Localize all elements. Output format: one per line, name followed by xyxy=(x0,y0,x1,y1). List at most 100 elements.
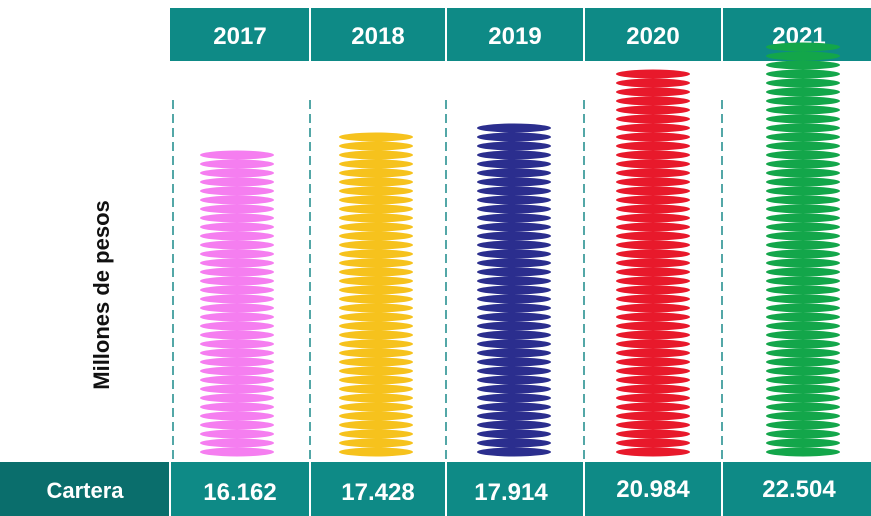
coin xyxy=(339,177,413,187)
coin xyxy=(766,258,840,268)
coin xyxy=(616,69,690,79)
coin xyxy=(477,330,551,340)
coin xyxy=(616,105,690,115)
coin xyxy=(766,87,840,97)
coin xyxy=(200,303,274,313)
coin xyxy=(766,267,840,277)
coin xyxy=(766,384,840,394)
coin xyxy=(616,339,690,349)
coin xyxy=(477,303,551,313)
coin xyxy=(200,285,274,295)
coin xyxy=(766,105,840,115)
coin xyxy=(339,141,413,151)
coin xyxy=(477,402,551,412)
coin xyxy=(616,150,690,160)
coin xyxy=(477,384,551,394)
coin xyxy=(616,141,690,151)
value-label-2020: 20.984 xyxy=(616,476,690,503)
coin xyxy=(477,168,551,178)
coin xyxy=(200,186,274,196)
coin xyxy=(616,402,690,412)
coin-stack-2020 xyxy=(616,69,690,457)
coin xyxy=(616,285,690,295)
coin xyxy=(200,393,274,403)
coin-stack-2018 xyxy=(339,132,413,457)
coin xyxy=(339,339,413,349)
coin xyxy=(200,330,274,340)
coin xyxy=(477,213,551,223)
coin xyxy=(766,204,840,214)
coin xyxy=(766,114,840,124)
coin xyxy=(766,51,840,61)
coin xyxy=(616,411,690,421)
coin xyxy=(339,222,413,232)
year-label-2020: 2020 xyxy=(626,23,679,50)
coin xyxy=(477,177,551,187)
year-header-bg xyxy=(170,8,871,61)
coin xyxy=(477,393,551,403)
year-header-separators xyxy=(309,8,723,61)
coin xyxy=(616,231,690,241)
coin xyxy=(477,438,551,448)
year-label-2019: 2019 xyxy=(488,23,541,50)
coin xyxy=(200,276,274,286)
coin xyxy=(477,132,551,142)
y-axis-label: Millones de pesos xyxy=(89,200,114,390)
coin xyxy=(616,114,690,124)
coin xyxy=(200,357,274,367)
coin xyxy=(200,231,274,241)
coin xyxy=(339,285,413,295)
coin xyxy=(339,276,413,286)
coin xyxy=(766,60,840,70)
coin xyxy=(616,438,690,448)
coin xyxy=(339,168,413,178)
coin xyxy=(200,348,274,358)
year-label-2017: 2017 xyxy=(213,23,266,50)
coin xyxy=(200,366,274,376)
coin xyxy=(766,330,840,340)
coin xyxy=(766,402,840,412)
coin xyxy=(477,339,551,349)
coin-stack-2021 xyxy=(766,42,840,457)
coin xyxy=(477,258,551,268)
coin xyxy=(766,231,840,241)
coin xyxy=(339,186,413,196)
coin xyxy=(200,267,274,277)
coin xyxy=(616,393,690,403)
coin xyxy=(200,195,274,205)
coin xyxy=(766,357,840,367)
coin xyxy=(339,330,413,340)
coin xyxy=(477,348,551,358)
coin xyxy=(766,420,840,430)
coin xyxy=(200,447,274,457)
coin xyxy=(200,249,274,259)
coin xyxy=(766,42,840,52)
coin xyxy=(200,321,274,331)
coin xyxy=(616,330,690,340)
coin xyxy=(200,411,274,421)
value-label-2021: 22.504 xyxy=(762,476,836,503)
coin xyxy=(339,375,413,385)
coin xyxy=(616,348,690,358)
coin xyxy=(477,366,551,376)
coin xyxy=(339,258,413,268)
coin xyxy=(339,231,413,241)
coin xyxy=(616,294,690,304)
coin xyxy=(200,222,274,232)
coin xyxy=(477,222,551,232)
coin xyxy=(477,186,551,196)
coin xyxy=(477,420,551,430)
coin xyxy=(200,177,274,187)
coin xyxy=(616,303,690,313)
coin xyxy=(339,384,413,394)
coin xyxy=(766,96,840,106)
coin xyxy=(766,411,840,421)
coin xyxy=(339,303,413,313)
coin xyxy=(339,366,413,376)
coin xyxy=(200,240,274,250)
coin xyxy=(616,258,690,268)
coin xyxy=(477,249,551,259)
coin xyxy=(339,447,413,457)
footer-values-bg xyxy=(170,462,871,516)
